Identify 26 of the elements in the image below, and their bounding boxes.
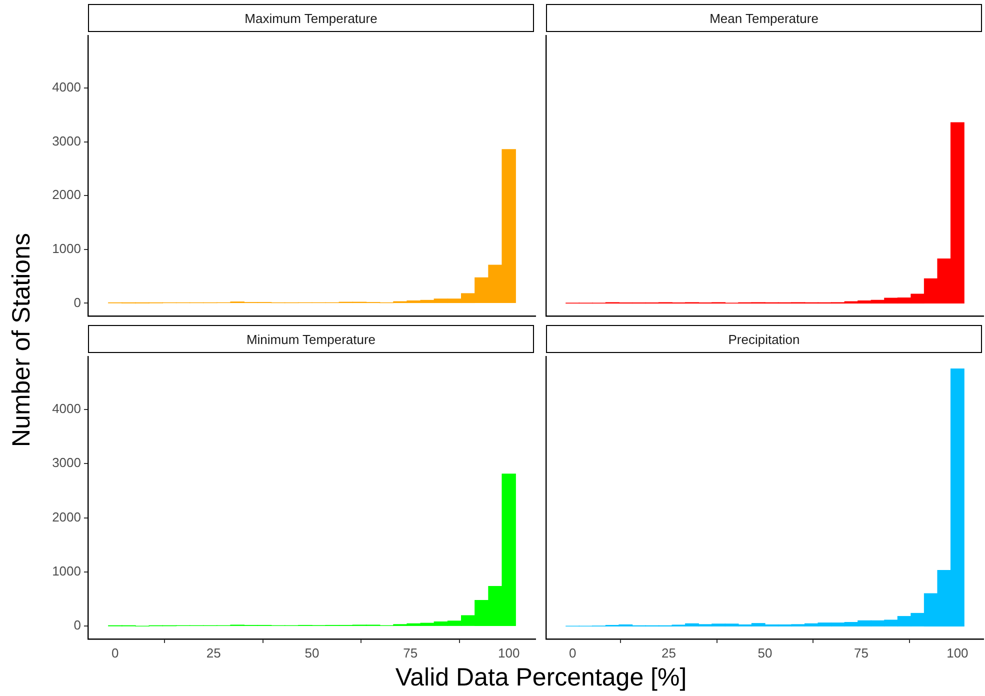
- x-tick-label: 0: [568, 645, 576, 660]
- x-tick-label: 50: [304, 645, 320, 660]
- y-tick-label: 1000: [52, 241, 81, 256]
- y-tick-label: 2000: [52, 187, 81, 202]
- y-axis-title: Number of Stations: [8, 233, 36, 447]
- x-tick-label: 25: [662, 645, 676, 660]
- y-tick-label: 0: [74, 618, 81, 633]
- x-tick-label: 0: [112, 645, 119, 660]
- x-tick-label: 100: [498, 645, 520, 660]
- y-tick-label: 2000: [52, 509, 81, 524]
- y-tick-label: 3000: [52, 455, 81, 470]
- y-tick-label: 3000: [52, 133, 81, 148]
- y-tick-label: 4000: [52, 401, 81, 416]
- x-tick-label: 75: [854, 645, 868, 660]
- x-axis-title: Valid Data Percentage [%]: [395, 664, 687, 692]
- chart-title: Precipitation: [546, 325, 982, 353]
- x-tick-label: 25: [206, 645, 221, 660]
- chart-title: Minimum Temperature: [88, 325, 534, 353]
- x-tick-label: 50: [758, 645, 772, 660]
- x-tick-label: 100: [946, 645, 968, 660]
- chart-title: Mean Temperature: [546, 4, 982, 32]
- y-tick-label: 1000: [52, 564, 81, 579]
- y-tick-label: 0: [74, 294, 81, 310]
- y-tick-label: 4000: [52, 80, 81, 95]
- x-tick-label: 75: [403, 645, 418, 660]
- chart-title: Maximum Temperature: [88, 4, 534, 32]
